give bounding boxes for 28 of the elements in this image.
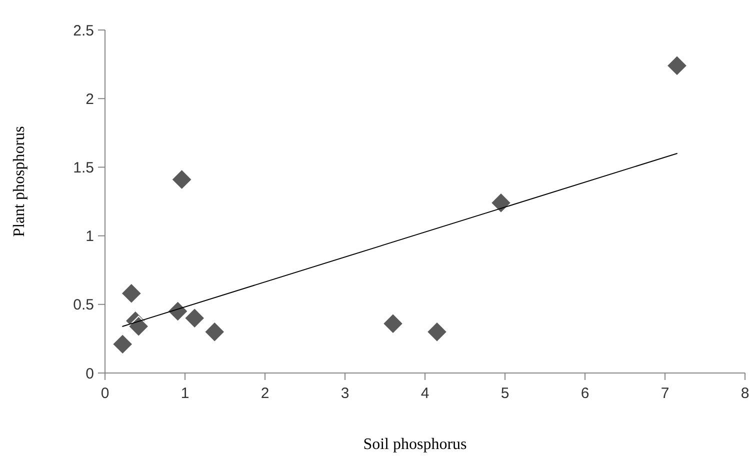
x-tick-label: 2 <box>260 385 270 402</box>
x-axis-title: Soil phosphorus <box>363 436 467 453</box>
point <box>204 321 226 342</box>
point <box>666 55 688 76</box>
y-tick-label: 0.5 <box>73 296 94 314</box>
point <box>184 308 206 329</box>
point <box>167 300 188 322</box>
x-tick-label: 8 <box>740 385 749 402</box>
y-tick-label: 0 <box>86 365 94 382</box>
y-tick-label: 1.5 <box>73 159 94 176</box>
x-tick-label: 1 <box>180 385 190 402</box>
point <box>426 321 448 342</box>
x-tick-label: 7 <box>660 385 670 402</box>
point <box>490 192 512 214</box>
x-tick-label: 6 <box>580 385 590 402</box>
x-tick-label: 0 <box>100 385 110 402</box>
point <box>128 316 150 337</box>
point <box>382 313 404 334</box>
x-tick-label: 3 <box>340 385 350 402</box>
y-tick-label: 1 <box>86 228 94 246</box>
point <box>171 168 192 190</box>
point <box>112 334 134 355</box>
point <box>120 282 142 304</box>
x-tick-label: 4 <box>420 385 430 402</box>
y-axis-title: Plant phosphorus <box>11 126 28 237</box>
y-tick-label: 2 <box>86 90 94 108</box>
y-tick-label: 2.5 <box>73 22 94 40</box>
x-tick-label: 5 <box>500 385 510 402</box>
